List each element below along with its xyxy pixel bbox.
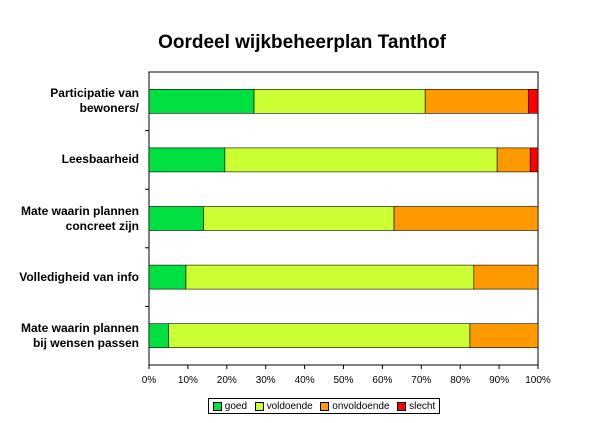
x-tick-label: 80% [450, 375, 470, 386]
legend-swatch [397, 401, 407, 411]
category-label-line: concreet zijn [65, 218, 139, 233]
category-label-line: bij wensen passen [32, 335, 139, 350]
legend-item-onvoldoende: onvoldoende [320, 400, 390, 412]
bar-onvoldoende-4 [469, 323, 539, 349]
legend-label: voldoende [266, 400, 313, 412]
bar-onvoldoende-3 [473, 264, 539, 290]
category-label: Volledigheid van info [0, 270, 139, 285]
bar-goed-2 [148, 206, 204, 231]
bar-onvoldoende-0 [424, 89, 529, 114]
chart-title: Oordeel wijkbeheerplan Tanthof [158, 32, 446, 53]
x-tick-label: 0% [142, 375, 157, 386]
bar-goed-0 [148, 89, 255, 114]
x-tick-label: 10% [178, 375, 198, 386]
x-tick-label: 40% [295, 375, 315, 386]
legend-label: onvoldoende [332, 400, 390, 412]
category-label-line: Volledigheid van info [19, 269, 139, 284]
legend-item-voldoende: voldoende [254, 400, 313, 412]
x-tick-label: 50% [333, 375, 353, 386]
legend-label: slecht [409, 400, 436, 412]
x-tick-label: 20% [217, 375, 237, 386]
bar-slecht-0 [527, 89, 539, 114]
bar-onvoldoende-1 [496, 147, 531, 173]
category-label-line: Leesbaarheid [61, 152, 139, 167]
bar-voldoende-4 [168, 323, 471, 349]
x-tick-label: 30% [256, 375, 276, 386]
bar-voldoende-3 [185, 264, 475, 290]
legend-swatch [254, 401, 264, 411]
category-label: Mate waarin plannen bij wensen passen [0, 321, 139, 351]
bar-goed-1 [148, 147, 226, 173]
bar-voldoende-0 [253, 89, 426, 114]
category-label-line: Participatie van [50, 86, 139, 101]
category-label: Mate waarin plannen concreet zijn [0, 204, 139, 234]
legend-swatch [320, 401, 330, 411]
bar-voldoende-2 [203, 206, 395, 231]
x-tick-label: 70% [411, 375, 431, 386]
bar-voldoende-1 [224, 147, 498, 173]
bar-onvoldoende-2 [393, 206, 539, 231]
legend: goed voldoende onvoldoende slecht [208, 398, 440, 414]
category-label-line: Mate waarin plannen [20, 203, 139, 218]
category-label-line: bewoners/ [79, 101, 139, 116]
legend-label: goed [224, 400, 248, 412]
x-tick-label: 60% [372, 375, 392, 386]
bar-slecht-1 [529, 147, 539, 173]
x-tick-label: 100% [525, 375, 551, 386]
x-tick-label: 90% [489, 375, 509, 386]
legend-swatch [212, 401, 222, 411]
bar-goed-4 [148, 323, 169, 349]
legend-item-goed: goed [212, 400, 248, 412]
bar-goed-3 [148, 264, 187, 290]
category-label: Participatie van bewoners/ [0, 86, 139, 116]
category-label: Leesbaarheid [0, 152, 139, 167]
legend-item-slecht: slecht [397, 401, 435, 412]
category-label-line: Mate waarin plannen [20, 320, 139, 335]
